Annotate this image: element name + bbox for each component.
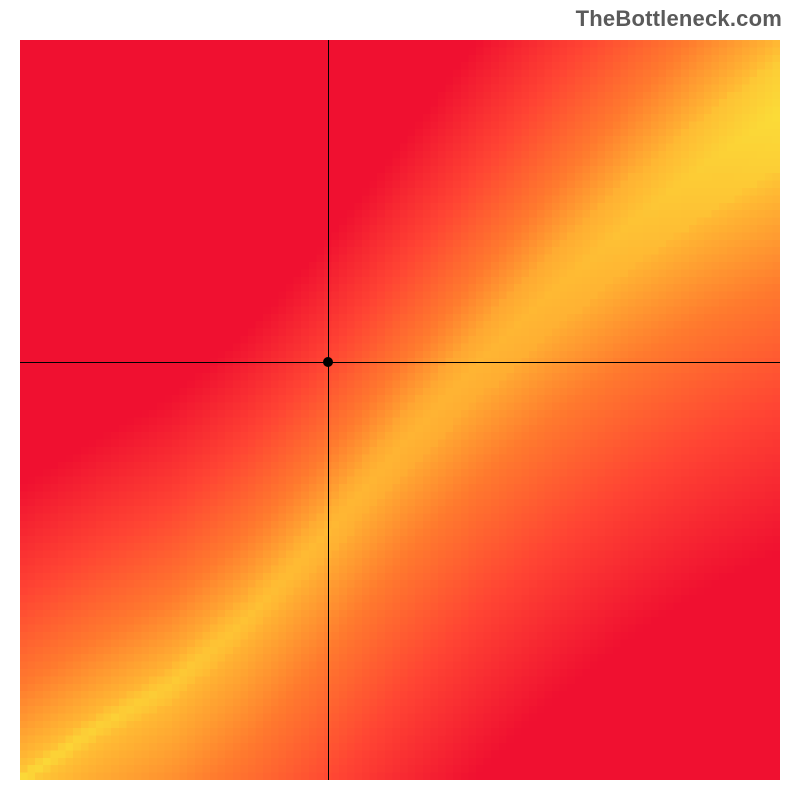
watermark-text: TheBottleneck.com <box>576 6 782 32</box>
crosshair-marker <box>323 357 333 367</box>
crosshair-horizontal <box>20 362 780 363</box>
heatmap-plot <box>20 40 780 780</box>
crosshair-vertical <box>328 40 329 780</box>
heatmap-canvas <box>20 40 780 780</box>
